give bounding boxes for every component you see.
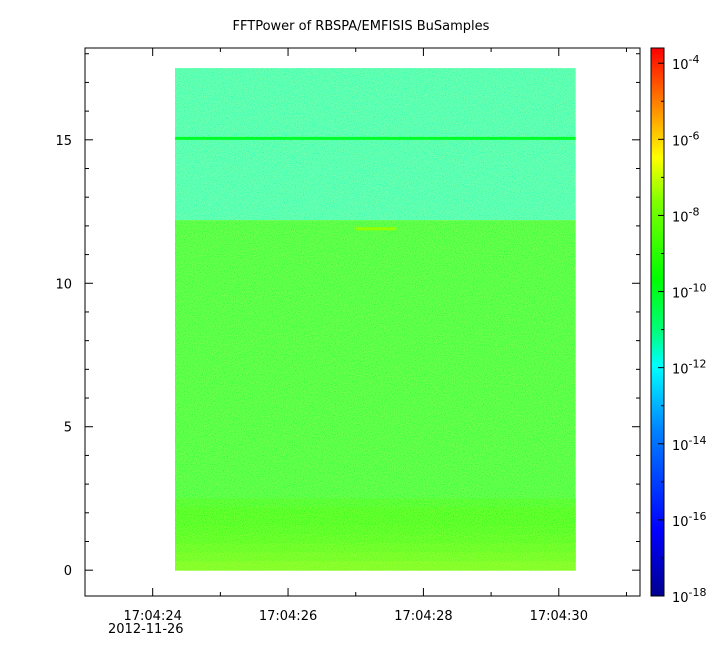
spectrogram-lowfreq-strip xyxy=(175,498,576,508)
y-axis: 0 5 10 15 xyxy=(55,53,640,579)
colorbar-tick-label: 10-12 xyxy=(672,358,707,378)
y-tick-label: 0 xyxy=(64,564,72,579)
colorbar-tick-label: 10-16 xyxy=(672,510,707,530)
spectrogram-line-3 xyxy=(355,227,397,231)
colorbar-tick-label: 10-10 xyxy=(672,282,707,302)
x-axis: 17:04:24 17:04:26 17:04:28 17:04:30 xyxy=(84,48,627,624)
x-tick-label: 17:04:26 xyxy=(259,609,317,624)
chart-title: FFTPower of RBSPA/EMFISIS BuSamples xyxy=(233,19,490,34)
colorbar xyxy=(650,47,665,597)
plot-frame xyxy=(84,47,641,597)
x-tick-label: 17:04:28 xyxy=(394,609,452,624)
colorbar-tick-label: 10-6 xyxy=(672,129,700,149)
spectrogram-lowfreq-strip xyxy=(175,525,576,535)
spectrogram-lowfreq-strip xyxy=(175,507,576,517)
x-tick-label: 17:04:30 xyxy=(530,609,588,624)
colorbar-tick-label: 10-14 xyxy=(672,434,707,454)
spectrogram-lowfreq-strip xyxy=(175,561,576,571)
colorbar-tick-label: 10-18 xyxy=(672,586,707,606)
spectrogram-image xyxy=(175,68,576,571)
x-axis-date-label: 2012-11-26 xyxy=(108,622,184,637)
y-tick-label: 15 xyxy=(55,134,72,149)
spectrogram-lowfreq-strip xyxy=(175,534,576,544)
spectrogram-band-0 xyxy=(175,68,576,221)
spectrogram-lowfreq-strip xyxy=(175,543,576,553)
y-tick-label: 5 xyxy=(64,421,72,436)
x-tick-label: 17:04:24 xyxy=(123,609,181,624)
colorbar-tick-label: 10-4 xyxy=(672,53,700,73)
spectrogram-lowfreq-strip xyxy=(175,552,576,562)
colorbar-axis: 10-18 10-16 10-14 10-12 10-10 10-8 10-6 10-4 xyxy=(658,53,707,606)
spectrogram-body xyxy=(175,68,576,571)
y-tick-label: 10 xyxy=(55,277,72,292)
colorbar-tick-label: 10-8 xyxy=(672,205,700,225)
spectrogram-lowfreq-strip xyxy=(175,516,576,526)
spectrogram-line-2 xyxy=(175,136,576,140)
